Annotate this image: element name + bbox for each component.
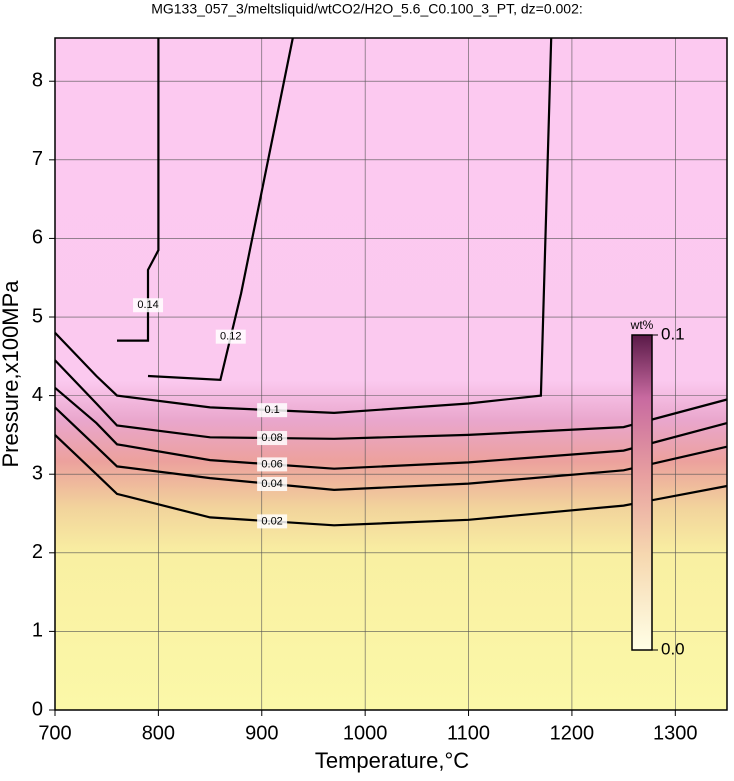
contour-label: 0.14 [137, 299, 158, 311]
contour-label-bg [257, 457, 288, 472]
y-tick-label: 3 [32, 462, 43, 484]
contour-label: 0.04 [261, 478, 282, 490]
contour-label-bg [257, 477, 288, 492]
colorbar-tick-label: 0.0 [661, 639, 685, 658]
contour-label-bg [133, 298, 164, 313]
y-tick-label: 0 [32, 698, 43, 720]
chart-title: MG133_057_3/meltsliquid/wtCO2/H2O_5.6_C0… [151, 1, 583, 17]
contour-label-bg [257, 403, 288, 418]
grid [54, 38, 727, 711]
colorbar [631, 334, 653, 651]
y-tick-label: 8 [32, 70, 43, 92]
colorbar-label: wt% [630, 318, 654, 332]
y-tick-label: 1 [32, 620, 43, 642]
plot-frame [54, 37, 728, 711]
contour-label: 0.08 [261, 432, 282, 444]
contour-label-bg [257, 514, 288, 529]
contour-label: 0.02 [261, 515, 282, 527]
y-tick-label: 6 [32, 227, 43, 249]
contour-label-bg [257, 431, 288, 446]
y-tick-label: 5 [32, 305, 43, 327]
contour-label: 0.1 [264, 404, 279, 416]
contour-label-bg [215, 329, 246, 344]
x-tick-label: 1000 [343, 722, 388, 744]
y-tick-label: 4 [32, 384, 43, 406]
contour-label: 0.06 [261, 458, 282, 470]
x-tick-label: 900 [245, 722, 278, 744]
x-tick-label: 1200 [550, 722, 595, 744]
colorbar-tick-label: 0.1 [661, 324, 685, 343]
x-tick-label: 800 [142, 722, 175, 744]
x-tick-label: 1100 [447, 722, 490, 744]
y-tick-label: 2 [32, 541, 43, 563]
x-tick-label: 1300 [653, 722, 698, 744]
contour-label: 0.12 [220, 331, 241, 343]
x-tick-label: 700 [38, 722, 71, 744]
x-axis-label: Temperature,°C [315, 748, 469, 773]
y-axis-label: Pressure,x100MPa [0, 280, 23, 468]
contour-line [117, 38, 160, 342]
y-tick-label: 7 [32, 148, 43, 170]
plot-background [55, 38, 727, 710]
